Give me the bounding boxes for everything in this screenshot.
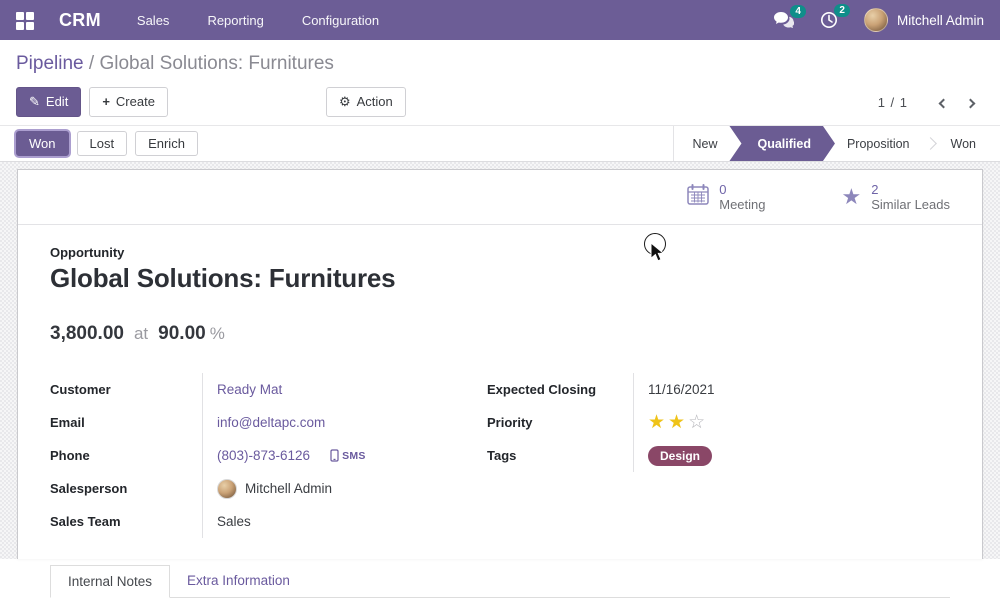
- nav-menu-configuration[interactable]: Configuration: [301, 12, 380, 28]
- opportunity-type-label: Opportunity: [50, 245, 125, 260]
- nav-menu-sales[interactable]: Sales: [136, 12, 170, 28]
- stage-statusbar: New Qualified Proposition Won: [673, 126, 1000, 161]
- pager-count: 1 / 1: [877, 94, 908, 110]
- stage-qualified[interactable]: Qualified: [729, 126, 834, 161]
- messages-button[interactable]: 4: [773, 5, 806, 28]
- gear-icon: ⚙: [338, 94, 351, 109]
- messages-badge: 4: [790, 5, 806, 18]
- customer-label: Customer: [50, 382, 111, 397]
- field-groups: Customer Ready Mat Email info@deltapc.co…: [50, 373, 950, 538]
- stage-won[interactable]: Won: [950, 136, 976, 151]
- control-panel: Pipeline / Global Solutions: Furnitures …: [0, 40, 1000, 126]
- stat-button-row: 0 Meeting ★ 2 Similar Leads: [18, 170, 982, 225]
- pager: 1 / 1: [878, 91, 984, 114]
- meeting-label: Meeting: [719, 197, 766, 212]
- similar-leads-count: 2: [871, 182, 879, 197]
- plus-icon: +: [102, 94, 110, 109]
- chevron-left-icon: [938, 98, 949, 108]
- opportunity-title[interactable]: Global Solutions: Furnitures: [50, 263, 396, 293]
- stage-proposition[interactable]: Proposition: [846, 136, 910, 151]
- breadcrumb-pipeline-link[interactable]: Pipeline: [16, 53, 84, 74]
- app-title[interactable]: CRM: [59, 9, 101, 30]
- salesperson-value[interactable]: Mitchell Admin: [245, 481, 333, 496]
- activities-button[interactable]: 2: [820, 4, 850, 29]
- breadcrumb: Pipeline / Global Solutions: Furnitures: [16, 53, 334, 74]
- meeting-count: 0: [719, 182, 727, 197]
- content-area: 0 Meeting ★ 2 Similar Leads Opportunity …: [0, 162, 1000, 598]
- create-button[interactable]: + Create: [89, 87, 168, 117]
- expected-closing-value[interactable]: 11/16/2021: [647, 382, 715, 397]
- sales-team-value[interactable]: Sales: [217, 514, 251, 529]
- expected-closing-label: Expected Closing: [486, 382, 597, 397]
- lost-button[interactable]: Lost: [76, 131, 128, 156]
- tab-extra-information[interactable]: Extra Information: [187, 573, 290, 588]
- tags-label: Tags: [486, 448, 517, 463]
- apps-menu-icon[interactable]: [16, 11, 34, 30]
- sales-team-label: Sales Team: [50, 514, 121, 529]
- pager-previous-button[interactable]: [930, 91, 957, 114]
- edit-button[interactable]: ✎ Edit: [16, 87, 82, 117]
- chat-bubbles-icon: [773, 12, 794, 28]
- tag-design[interactable]: Design: [647, 445, 712, 466]
- breadcrumb-current: Global Solutions: Furnitures: [99, 53, 334, 74]
- calendar-icon: [687, 184, 709, 210]
- user-name[interactable]: Mitchell Admin: [896, 12, 984, 28]
- stage-new[interactable]: New: [692, 136, 718, 151]
- priority-star-1[interactable]: ★: [647, 412, 666, 433]
- form-sheet: 0 Meeting ★ 2 Similar Leads Opportunity …: [17, 169, 983, 598]
- nav-menu-reporting[interactable]: Reporting: [207, 12, 264, 28]
- priority-label: Priority: [486, 415, 533, 430]
- top-navbar: CRM Sales Reporting Configuration 4 2 Mi…: [0, 0, 1000, 40]
- enrich-button[interactable]: Enrich: [135, 131, 198, 156]
- salesperson-avatar: [217, 478, 237, 499]
- salesperson-label: Salesperson: [50, 481, 128, 496]
- amount-value[interactable]: 3,800.00: [50, 323, 124, 344]
- user-avatar[interactable]: [863, 8, 888, 32]
- priority-star-3[interactable]: ☆: [688, 412, 706, 433]
- probability-value[interactable]: 90.00: [158, 323, 206, 344]
- toolbar: ✎ Edit + Create ⚙ Action 1 / 1: [16, 87, 984, 117]
- activity-clock-icon: [820, 11, 838, 29]
- activities-badge: 2: [834, 4, 850, 17]
- phone-label: Phone: [50, 448, 90, 463]
- notebook-tabs: Internal Notes Extra Information: [50, 565, 950, 598]
- tab-internal-notes[interactable]: Internal Notes: [50, 565, 171, 598]
- mobile-phone-icon: [330, 449, 339, 462]
- similar-leads-stat-button[interactable]: ★ 2 Similar Leads: [834, 178, 959, 216]
- chevron-right-icon: [965, 98, 976, 108]
- pencil-icon: ✎: [29, 94, 40, 109]
- email-label: Email: [50, 415, 85, 430]
- sms-button[interactable]: SMS: [330, 449, 366, 462]
- customer-value[interactable]: Ready Mat: [217, 382, 283, 397]
- star-icon: ★: [841, 184, 862, 209]
- meeting-stat-button[interactable]: 0 Meeting: [679, 178, 773, 216]
- similar-leads-label: Similar Leads: [871, 197, 950, 212]
- status-row: Won Lost Enrich New Qualified Propositio…: [0, 126, 1000, 162]
- expected-revenue: 3,800.00 at 90.00 %: [50, 323, 225, 344]
- left-field-group: Customer Ready Mat Email info@deltapc.co…: [50, 373, 487, 538]
- priority-star-2[interactable]: ★: [668, 412, 686, 433]
- phone-value[interactable]: (803)-873-6126: [217, 448, 311, 463]
- email-value[interactable]: info@deltapc.com: [217, 415, 326, 430]
- won-button[interactable]: Won: [16, 131, 69, 156]
- right-field-group: Expected Closing 11/16/2021 Priority ★ ★…: [487, 373, 950, 538]
- priority-stars: ★ ★ ☆: [632, 406, 950, 439]
- pager-next-button[interactable]: [957, 91, 984, 114]
- action-button[interactable]: ⚙ Action: [325, 87, 406, 117]
